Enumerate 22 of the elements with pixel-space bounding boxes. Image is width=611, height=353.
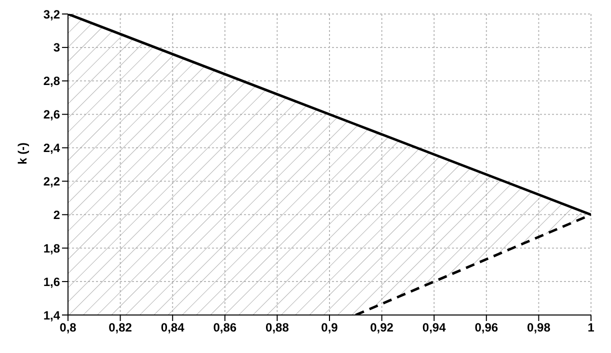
- y-tick-label: 2: [53, 208, 60, 222]
- y-axis-title: k (-): [15, 142, 30, 164]
- x-tick-label: 0,96: [474, 320, 498, 335]
- y-tick-label: 1,4: [43, 308, 60, 322]
- x-tick-label: 0,9: [321, 320, 338, 335]
- x-tick-label: 0,86: [213, 320, 237, 335]
- x-tick-label: 0,84: [160, 320, 185, 335]
- x-tick-label: 0,8: [60, 320, 77, 335]
- y-tick-label: 2,6: [43, 108, 60, 122]
- y-tick-label: 2,4: [43, 141, 60, 156]
- x-tick-label: 0,88: [266, 320, 290, 335]
- y-tick-label: 3: [53, 40, 60, 55]
- x-tick-label: 0,94: [422, 320, 446, 335]
- y-tick-label: 3,2: [43, 7, 60, 22]
- y-tick-label: 1,8: [43, 241, 60, 256]
- x-tick-label: 0,82: [108, 320, 132, 335]
- y-tick-label: 2,8: [43, 74, 60, 88]
- x-tick-label: 0,98: [527, 320, 551, 335]
- x-tick-label: 1: [588, 320, 595, 335]
- x-tick-label: 0,92: [370, 320, 394, 335]
- y-tick-label: 1,6: [43, 274, 60, 289]
- y-tick-label: 2,2: [43, 174, 60, 188]
